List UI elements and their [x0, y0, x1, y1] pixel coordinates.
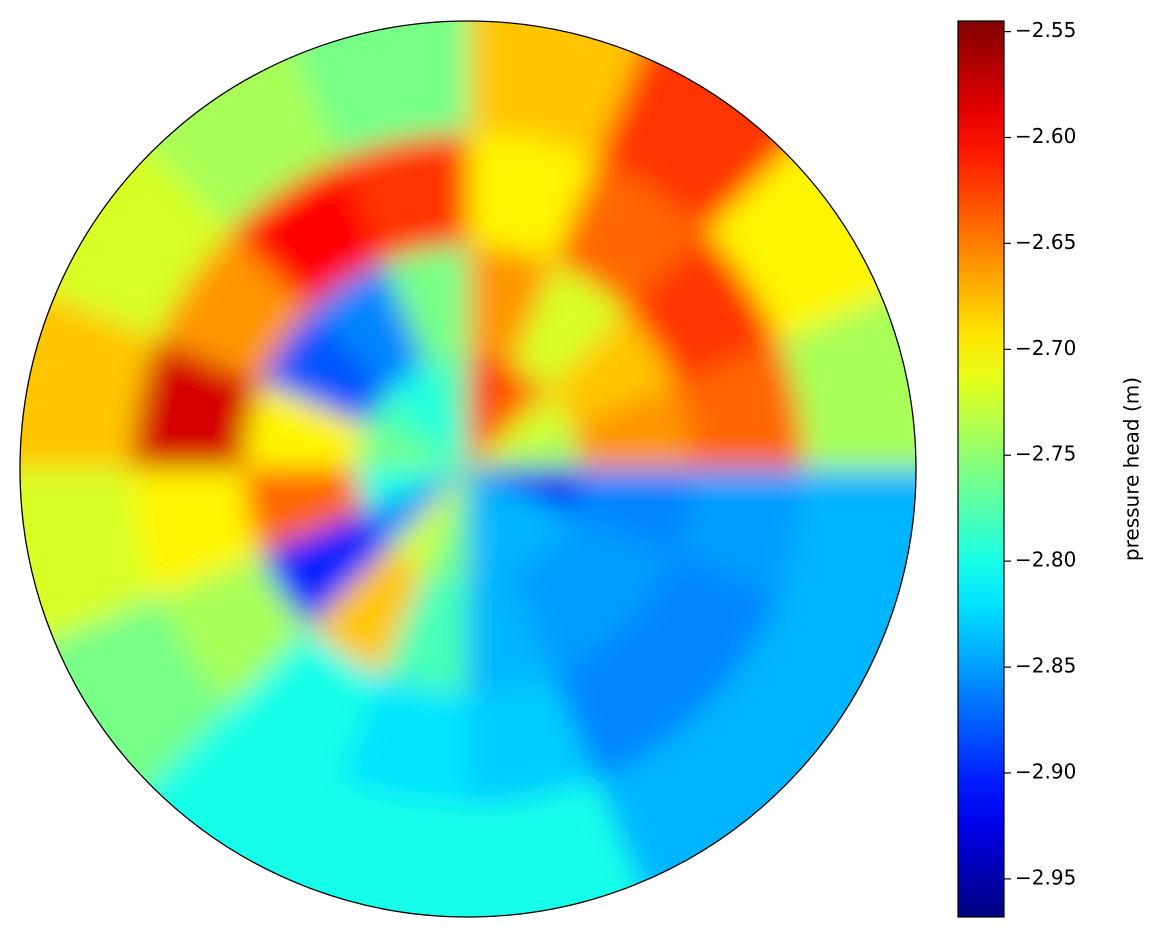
- colorbar-scale: [957, 20, 1005, 918]
- cells: [20, 21, 916, 917]
- colorbar-tick-label: −2.95: [1015, 865, 1076, 889]
- colorbar-tick-label: −2.85: [1015, 654, 1076, 678]
- colorbar-tick-label: −2.55: [1015, 18, 1076, 42]
- colorbar-tick-label: −2.80: [1015, 548, 1076, 572]
- colorbar-tick-label: −2.70: [1015, 336, 1076, 360]
- disk-outline: [19, 20, 917, 918]
- colorbar-label: pressure head (m): [1120, 377, 1144, 561]
- field: [20, 21, 916, 917]
- colorbar-tick-label: −2.75: [1015, 442, 1076, 466]
- colorbar: −2.55 −2.60 −2.65 −2.70 −2.75 −2.80 −2.85 −2.90…: [957, 18, 1076, 918]
- colorbar-tick-label: −2.65: [1015, 230, 1076, 254]
- colorbar-tick-label: −2.90: [1015, 759, 1076, 783]
- colorbar-tick-label: −2.60: [1015, 124, 1076, 148]
